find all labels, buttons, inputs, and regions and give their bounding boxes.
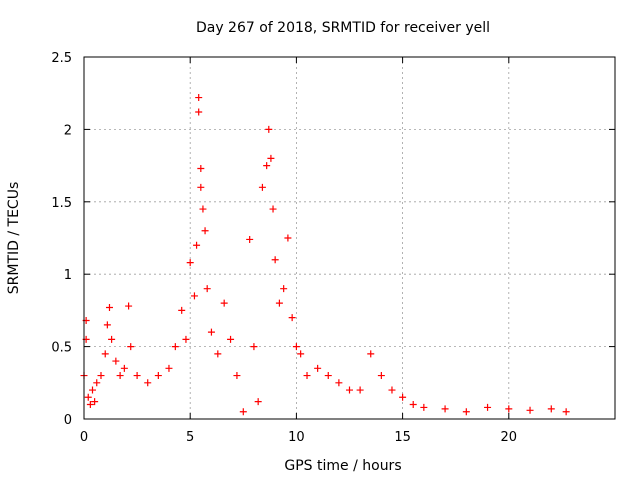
x-tick-label: 15 xyxy=(394,430,411,445)
data-point xyxy=(86,401,94,409)
data-point xyxy=(190,292,198,300)
y-tick-labels: 0 0.5 1 1.5 2 2.5 xyxy=(51,51,72,428)
data-point xyxy=(303,372,311,380)
data-point xyxy=(125,302,133,310)
data-point xyxy=(91,398,99,406)
data-point xyxy=(108,335,116,343)
data-point xyxy=(324,372,332,380)
data-point xyxy=(84,393,92,401)
data-point xyxy=(250,343,258,351)
x-tick-labels: 0 5 10 15 20 xyxy=(80,430,517,445)
data-points xyxy=(80,94,570,416)
data-point xyxy=(388,386,396,394)
data-point xyxy=(275,299,283,307)
data-point xyxy=(562,408,570,416)
y-tick-label: 0 xyxy=(64,413,72,428)
data-point xyxy=(154,372,162,380)
x-tick-label: 0 xyxy=(80,430,88,445)
data-point xyxy=(197,183,205,191)
x-tick-label: 5 xyxy=(186,430,194,445)
data-point xyxy=(399,393,407,401)
data-point xyxy=(112,357,120,365)
data-point xyxy=(484,403,492,411)
data-point xyxy=(297,350,305,358)
data-point xyxy=(269,205,277,213)
data-point xyxy=(356,386,364,394)
y-tick-label: 2.5 xyxy=(51,51,72,66)
x-axis-title: GPS time / hours xyxy=(284,458,401,474)
data-point xyxy=(199,205,207,213)
data-point xyxy=(246,235,254,243)
data-point xyxy=(127,343,135,351)
data-point xyxy=(101,350,109,358)
data-point xyxy=(165,364,173,372)
data-point xyxy=(203,285,211,293)
data-point xyxy=(314,364,322,372)
data-point xyxy=(227,335,235,343)
data-point xyxy=(409,401,417,409)
data-point xyxy=(420,403,428,411)
data-point xyxy=(93,379,101,387)
data-point xyxy=(144,379,152,387)
data-point xyxy=(265,125,273,133)
x-tick-label: 20 xyxy=(501,430,518,445)
data-point xyxy=(207,328,215,336)
data-point xyxy=(377,372,385,380)
data-point xyxy=(220,299,228,307)
data-point xyxy=(171,343,179,351)
data-point xyxy=(367,350,375,358)
data-point xyxy=(288,314,296,322)
data-point xyxy=(280,285,288,293)
data-point xyxy=(233,372,241,380)
data-point xyxy=(505,405,513,413)
x-tick-label: 10 xyxy=(288,430,305,445)
y-tick-label: 0.5 xyxy=(51,341,72,356)
data-point xyxy=(335,379,343,387)
data-point xyxy=(116,372,124,380)
data-point xyxy=(258,183,266,191)
y-tick-label: 1 xyxy=(64,268,72,283)
plot-frame xyxy=(83,56,616,420)
data-point xyxy=(547,405,555,413)
data-point xyxy=(462,408,470,416)
data-point xyxy=(103,321,111,329)
data-point xyxy=(267,154,275,162)
data-point xyxy=(239,408,247,416)
data-point xyxy=(195,108,203,116)
grid-lines xyxy=(84,57,615,419)
data-point xyxy=(441,405,449,413)
data-point xyxy=(105,304,113,312)
data-point xyxy=(120,364,128,372)
y-tick-label: 2 xyxy=(64,123,72,138)
data-point xyxy=(284,234,292,242)
data-point xyxy=(133,372,141,380)
data-point xyxy=(292,343,300,351)
data-point xyxy=(346,386,353,394)
data-point xyxy=(263,162,271,170)
data-point xyxy=(178,306,186,314)
data-point xyxy=(88,386,96,394)
data-point xyxy=(201,227,209,235)
data-point xyxy=(186,259,194,267)
data-point xyxy=(195,94,203,102)
chart-title: Day 267 of 2018, SRMTID for receiver yel… xyxy=(196,20,490,36)
data-point xyxy=(193,241,201,249)
y-tick-label: 1.5 xyxy=(51,196,72,211)
data-point xyxy=(254,398,262,406)
data-point xyxy=(526,406,534,414)
data-point xyxy=(97,372,105,380)
data-point xyxy=(271,256,279,264)
axis-ticks xyxy=(83,56,615,420)
data-point xyxy=(214,350,222,358)
y-axis-title: SRMTID / TECUs xyxy=(6,182,22,295)
data-point xyxy=(182,335,190,343)
data-point xyxy=(197,164,205,172)
